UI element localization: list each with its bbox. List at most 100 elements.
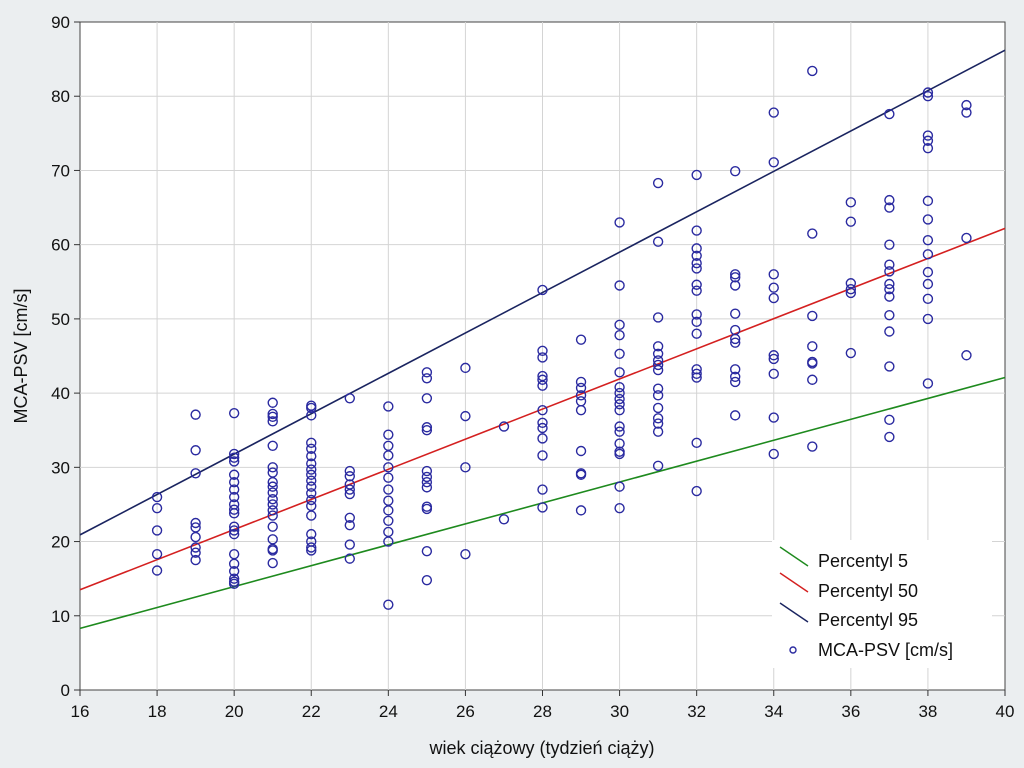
data-point bbox=[652, 359, 664, 371]
y-tick-label: 10 bbox=[51, 607, 70, 626]
data-point bbox=[652, 413, 664, 424]
data-point bbox=[537, 417, 548, 428]
data-point bbox=[691, 316, 702, 328]
data-point bbox=[228, 528, 240, 540]
x-tick-label: 18 bbox=[148, 702, 167, 721]
data-point bbox=[730, 364, 741, 375]
data-point bbox=[730, 337, 741, 348]
data-point bbox=[306, 410, 317, 421]
data-point bbox=[961, 99, 972, 111]
data-point bbox=[306, 464, 317, 475]
data-point bbox=[460, 410, 471, 422]
x-tick-label: 22 bbox=[302, 702, 321, 721]
data-point bbox=[884, 259, 895, 270]
data-point bbox=[884, 309, 895, 321]
x-tick-label: 36 bbox=[841, 702, 860, 721]
data-point bbox=[768, 368, 779, 380]
data-point bbox=[884, 266, 895, 277]
data-point bbox=[614, 421, 625, 432]
legend-swatch-p5 bbox=[779, 546, 809, 567]
data-point bbox=[344, 520, 355, 531]
data-point bbox=[845, 287, 857, 299]
data-point bbox=[306, 443, 317, 454]
data-point bbox=[691, 263, 702, 274]
data-point bbox=[884, 239, 895, 250]
data-point bbox=[267, 476, 278, 488]
y-tick-label: 90 bbox=[51, 13, 70, 32]
data-point bbox=[228, 508, 240, 519]
data-point bbox=[768, 282, 779, 293]
data-point bbox=[922, 313, 934, 325]
data-point bbox=[691, 250, 702, 262]
data-point bbox=[807, 228, 818, 239]
data-point bbox=[691, 285, 702, 296]
data-point bbox=[306, 451, 317, 462]
data-point bbox=[922, 214, 934, 225]
y-tick-label: 30 bbox=[51, 458, 70, 477]
percentile-line-2 bbox=[79, 49, 1006, 536]
data-point bbox=[730, 272, 741, 283]
data-point bbox=[652, 177, 664, 189]
y-tick-label: 80 bbox=[51, 87, 70, 106]
data-point bbox=[922, 266, 934, 278]
data-point bbox=[807, 65, 818, 77]
data-point bbox=[652, 390, 664, 401]
data-point bbox=[691, 279, 702, 290]
data-point bbox=[768, 412, 779, 423]
data-point bbox=[652, 402, 664, 414]
y-tick-label: 40 bbox=[51, 384, 70, 403]
data-point bbox=[151, 491, 163, 503]
data-point bbox=[306, 488, 317, 499]
x-tick-label: 28 bbox=[533, 702, 552, 721]
data-point bbox=[228, 452, 240, 463]
data-point bbox=[614, 280, 625, 291]
data-point bbox=[151, 565, 163, 576]
data-point bbox=[421, 476, 433, 488]
data-point bbox=[267, 411, 278, 423]
data-point bbox=[845, 197, 857, 208]
data-point bbox=[228, 521, 240, 532]
data-point bbox=[884, 291, 895, 302]
data-point bbox=[267, 510, 278, 521]
data-point bbox=[691, 225, 702, 236]
data-point bbox=[344, 484, 355, 495]
legend-swatch-p50 bbox=[779, 572, 809, 593]
data-point bbox=[344, 553, 355, 564]
data-point bbox=[306, 542, 317, 553]
data-point bbox=[614, 404, 625, 416]
legend-box bbox=[772, 540, 992, 668]
data-point bbox=[575, 469, 587, 480]
data-point bbox=[845, 216, 857, 227]
data-point bbox=[383, 505, 394, 516]
data-point bbox=[267, 494, 278, 505]
data-point bbox=[267, 499, 278, 510]
data-point bbox=[267, 416, 278, 427]
data-point bbox=[267, 557, 278, 569]
data-point bbox=[845, 347, 857, 359]
data-point bbox=[228, 456, 240, 467]
data-point bbox=[421, 465, 433, 477]
x-tick-label: 24 bbox=[379, 702, 398, 721]
data-point bbox=[151, 502, 163, 514]
y-tick-label: 60 bbox=[51, 236, 70, 255]
x-tick-label: 30 bbox=[610, 702, 629, 721]
data-point bbox=[807, 310, 818, 322]
data-point bbox=[768, 448, 779, 460]
data-point bbox=[922, 278, 934, 290]
x-tick-label: 32 bbox=[687, 702, 706, 721]
data-point bbox=[614, 481, 625, 492]
data-point bbox=[537, 484, 548, 495]
data-point bbox=[768, 292, 779, 304]
data-point bbox=[537, 450, 548, 461]
data-point bbox=[691, 437, 702, 449]
data-point bbox=[652, 312, 664, 323]
data-point bbox=[922, 142, 934, 154]
data-point bbox=[691, 364, 702, 375]
data-point bbox=[421, 503, 433, 515]
data-point bbox=[730, 308, 741, 319]
data-point bbox=[807, 358, 818, 369]
data-point bbox=[383, 515, 394, 526]
data-point bbox=[730, 376, 741, 388]
data-point bbox=[421, 422, 433, 433]
